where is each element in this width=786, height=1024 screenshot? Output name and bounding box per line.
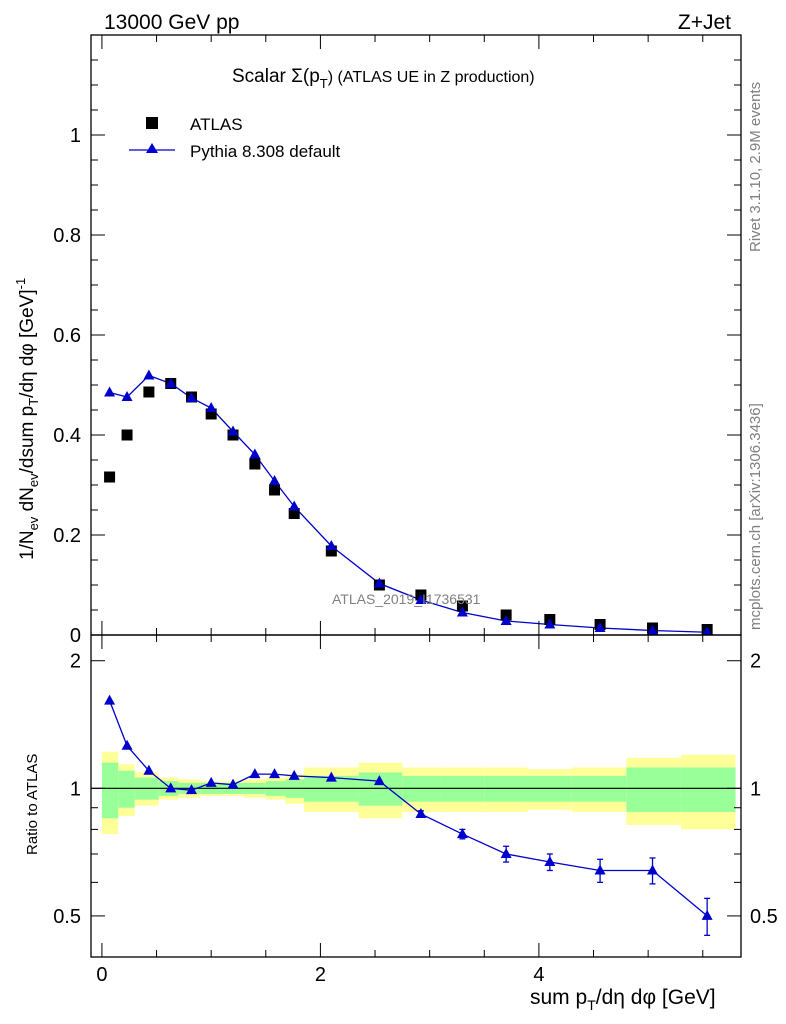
pythia-data-point — [165, 377, 177, 388]
y-tick-label: 1 — [70, 125, 81, 147]
y-tick-label: 0.8 — [53, 225, 81, 247]
pythia-data-point — [104, 386, 116, 397]
pythia-data-point — [288, 500, 300, 511]
pythia-data-point — [227, 425, 239, 436]
atlas-data-point — [205, 408, 217, 420]
legend-atlas-label: ATLAS — [190, 115, 243, 134]
header-left: 13000 GeV pp — [104, 11, 239, 34]
pythia-data-point — [594, 622, 606, 632]
pythia-data-point — [544, 618, 556, 629]
analysis-watermark: ATLAS_2019_I1736531 — [332, 591, 481, 607]
ratio-data-point — [594, 864, 606, 875]
x-tick-label: 2 — [315, 964, 326, 986]
rivet-label: Rivet 3.1.10, 2.9M events — [747, 82, 764, 252]
atlas-data-point — [456, 600, 468, 612]
chart-title: Scalar Σ(pT) (ATLAS UE in Z production) — [232, 66, 535, 91]
legend-atlas-marker — [146, 117, 158, 129]
ratio-data-point — [415, 807, 427, 818]
ratio-data-point — [143, 764, 155, 775]
ratio-y-axis-label: Ratio to ATLAS — [24, 754, 41, 855]
atlas-data-point — [104, 471, 116, 483]
ratio-data-point — [544, 856, 556, 867]
ratio-y-tick-label: 1 — [70, 778, 81, 800]
legend-pythia-marker — [146, 143, 158, 153]
atlas-data-point — [269, 484, 281, 496]
ratio-y-tick-label-right: 1 — [750, 778, 761, 800]
ratio-data-point — [104, 694, 116, 705]
ratio-data-point — [227, 778, 239, 789]
pythia-data-point — [456, 606, 468, 617]
legend-pythia-label: Pythia 8.308 default — [190, 142, 341, 161]
y-tick-label: 0.4 — [53, 425, 81, 447]
ratio-y-tick-label-right: 2 — [750, 651, 761, 673]
pythia-data-point — [415, 594, 427, 604]
pythia-data-point — [249, 448, 261, 459]
ratio-data-point — [647, 864, 659, 875]
pythia-data-point — [500, 615, 512, 625]
atlas-data-point — [288, 508, 300, 519]
atlas-data-point — [325, 545, 337, 557]
top-plot-frame — [90, 34, 742, 636]
atlas-data-point — [249, 458, 261, 470]
ratio-data-point — [500, 847, 512, 858]
ratio-data-point — [373, 775, 385, 786]
pythia-data-point — [325, 540, 337, 550]
ratio-y-tick-label: 0.5 — [53, 906, 81, 928]
pythia-data-point — [143, 369, 155, 380]
x-axis-label: sum pT/dη dφ [GeV] — [530, 986, 716, 1013]
mcplots-label: mcplots.cern.ch [arXiv:1306.3436] — [747, 403, 764, 630]
ratio-data-point — [205, 776, 217, 787]
pythia-data-point — [121, 391, 133, 401]
uncertainty-band-inner — [101, 762, 119, 819]
atlas-data-point — [121, 429, 133, 441]
ratio-data-point — [456, 828, 468, 839]
pythia-data-point — [373, 577, 385, 588]
ratio-data-point — [249, 768, 261, 779]
y-tick-label: 0.2 — [53, 525, 81, 547]
y-tick-label: 0.6 — [53, 325, 81, 347]
ratio-y-tick-label: 2 — [70, 651, 81, 673]
ratio-y-tick-label-right: 0.5 — [750, 906, 778, 928]
ratio-data-point — [269, 768, 281, 779]
uncertainty-band-inner — [118, 770, 135, 808]
ratio-data-point — [701, 909, 713, 920]
pythia-data-point — [205, 402, 217, 412]
ratio-plot-frame — [90, 634, 742, 958]
ratio-data-point — [165, 782, 177, 793]
ratio-data-point — [186, 784, 198, 795]
legend: ATLAS Pythia 8.308 default — [129, 115, 341, 161]
uncertainty-band-inner — [626, 767, 681, 812]
y-tick-label: 0 — [70, 625, 81, 647]
uncertainty-band-inner — [680, 767, 736, 812]
pythia-data-point — [269, 475, 281, 485]
pythia-data-point — [186, 392, 198, 402]
header-right: Z+Jet — [678, 11, 731, 34]
x-tick-label: 0 — [96, 964, 107, 986]
ratio-data-point — [288, 769, 300, 780]
pythia-data-point — [702, 626, 712, 635]
y-axis-label: 1/Nev dNev/dsum pT/dη dφ [GeV]-1 — [13, 278, 41, 560]
ratio-data-point — [325, 771, 337, 782]
atlas-data-point — [143, 386, 155, 398]
x-tick-label: 4 — [533, 964, 544, 986]
pythia-data-point — [647, 624, 659, 635]
ratio-data-point — [121, 739, 133, 750]
